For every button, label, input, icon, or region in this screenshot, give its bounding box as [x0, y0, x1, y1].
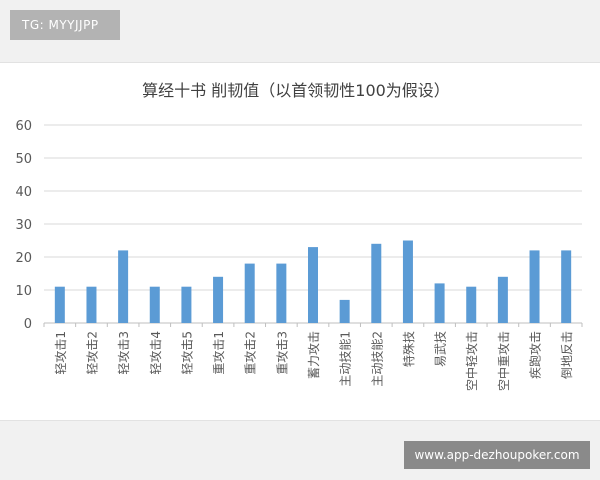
x-tick-label: 主动技能1 — [339, 331, 353, 387]
chart-title: 算经十书 削韧值（以首领韧性100为假设） — [142, 81, 450, 100]
y-tick-label: 50 — [15, 152, 32, 167]
bar — [149, 286, 160, 323]
y-tick-label: 10 — [15, 284, 32, 299]
x-tick-label: 轻攻击5 — [180, 331, 194, 375]
x-tick-label: 空中轻攻击 — [464, 331, 479, 391]
bar-chart: 算经十书 削韧值（以首领韧性100为假设） 0 10 20 30 40 50 60 轻攻击1… — [15, 81, 583, 391]
x-tick-label: 倒地反击 — [560, 331, 574, 379]
bar — [434, 283, 445, 323]
bar — [529, 250, 540, 323]
bar — [561, 250, 572, 323]
channel-tag: TG: MYYJJPP — [10, 10, 120, 40]
x-tick-label: 空中重攻击 — [496, 331, 511, 391]
x-tick-label: 特殊技 — [401, 331, 416, 367]
bar — [308, 247, 318, 323]
bar — [213, 276, 224, 323]
x-tick-label: 重攻击1 — [212, 331, 226, 375]
y-tick-label: 20 — [15, 251, 32, 266]
watermark-link[interactable]: www.app-dezhoupoker.com — [404, 441, 590, 469]
bar — [181, 286, 192, 323]
chart-card: 算经十书 削韧值（以首领韧性100为假设） 0 10 20 30 40 50 60 轻攻击1… — [0, 62, 600, 421]
x-tick-label: 轻攻击4 — [149, 331, 163, 375]
x-tick-label: 轻攻击1 — [54, 331, 68, 375]
bar — [244, 263, 255, 323]
x-tick-label: 轻攻击2 — [85, 331, 99, 375]
y-tick-label: 30 — [15, 218, 32, 233]
y-tick-label: 0 — [24, 317, 32, 332]
x-tick-label: 蓄力攻击 — [307, 331, 321, 379]
bar — [497, 276, 508, 323]
bar — [371, 243, 382, 323]
y-tick-label: 60 — [15, 119, 32, 134]
x-tick-label: 重攻击3 — [275, 331, 289, 375]
bar — [86, 286, 97, 323]
x-tick-label: 易武技 — [434, 331, 448, 367]
bar — [118, 250, 129, 323]
bar — [54, 286, 65, 323]
x-tick-label: 主动技能2 — [370, 331, 384, 387]
x-tick-label: 疾跑攻击 — [528, 331, 543, 379]
x-tick-label: 轻攻击3 — [117, 331, 131, 375]
bar — [276, 263, 287, 323]
bar — [339, 299, 350, 323]
x-tick-label: 重攻击2 — [244, 331, 258, 375]
bar — [466, 286, 477, 323]
y-tick-label: 40 — [15, 185, 32, 200]
bar — [402, 240, 413, 323]
